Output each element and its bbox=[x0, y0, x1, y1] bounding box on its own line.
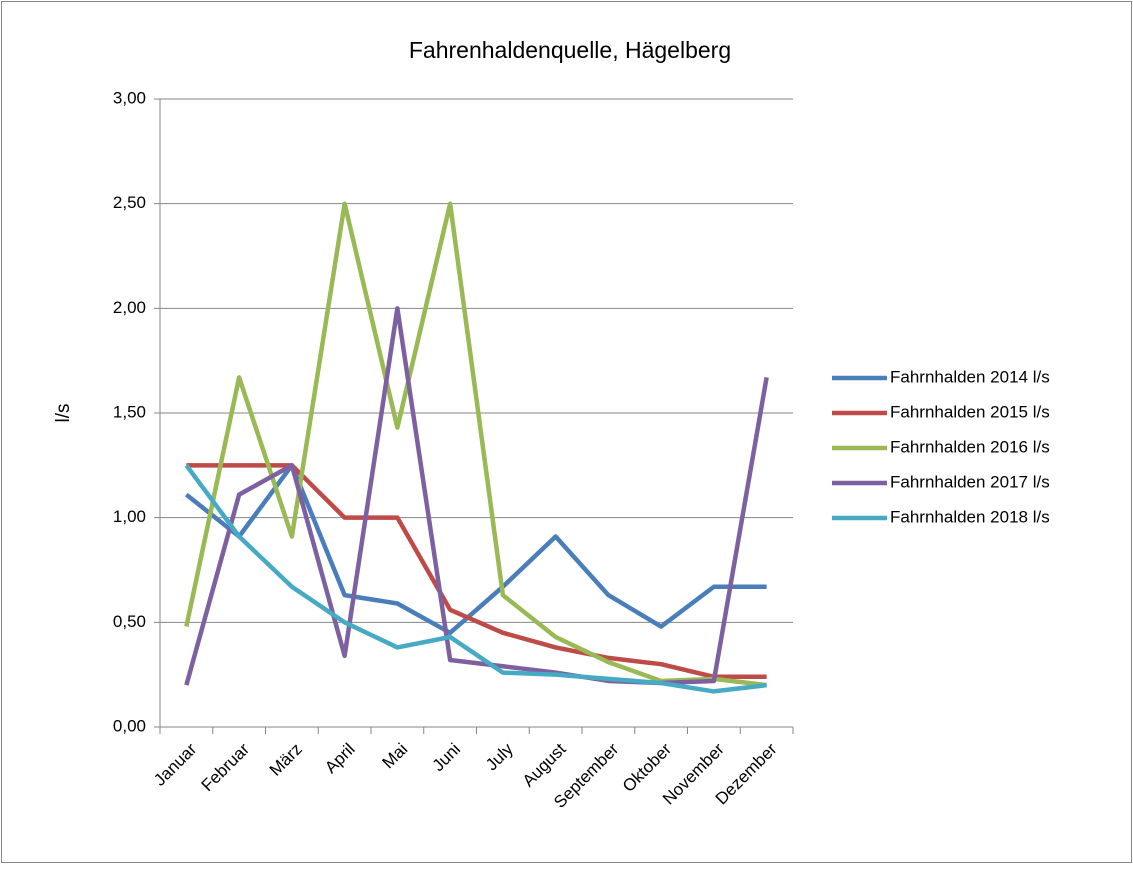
legend-label: Fahrnhalden 2018 l/s bbox=[890, 507, 1050, 526]
series-line bbox=[186, 463, 767, 680]
y-axis-label: l/s bbox=[53, 404, 74, 423]
legend-label: Fahrnhalden 2014 l/s bbox=[890, 367, 1050, 386]
y-tick-label: 1,00 bbox=[113, 507, 146, 526]
legend-label: Fahrnhalden 2015 l/s bbox=[890, 402, 1050, 421]
legend-label: Fahrnhalden 2017 l/s bbox=[890, 472, 1050, 491]
y-tick-label: 3,00 bbox=[113, 88, 146, 107]
series-line bbox=[184, 463, 767, 694]
chart-title: Fahrenhaldenquelle, Hägelberg bbox=[409, 37, 731, 63]
y-tick-label: 2,50 bbox=[113, 193, 146, 212]
y-tick-label: 1,50 bbox=[113, 402, 146, 421]
y-tick-label: 0,00 bbox=[113, 716, 146, 735]
series-line bbox=[184, 463, 767, 636]
y-tick-label: 2,00 bbox=[113, 298, 146, 317]
y-tick-label: 0,50 bbox=[113, 612, 146, 631]
legend-label: Fahrnhalden 2016 l/s bbox=[890, 437, 1050, 456]
